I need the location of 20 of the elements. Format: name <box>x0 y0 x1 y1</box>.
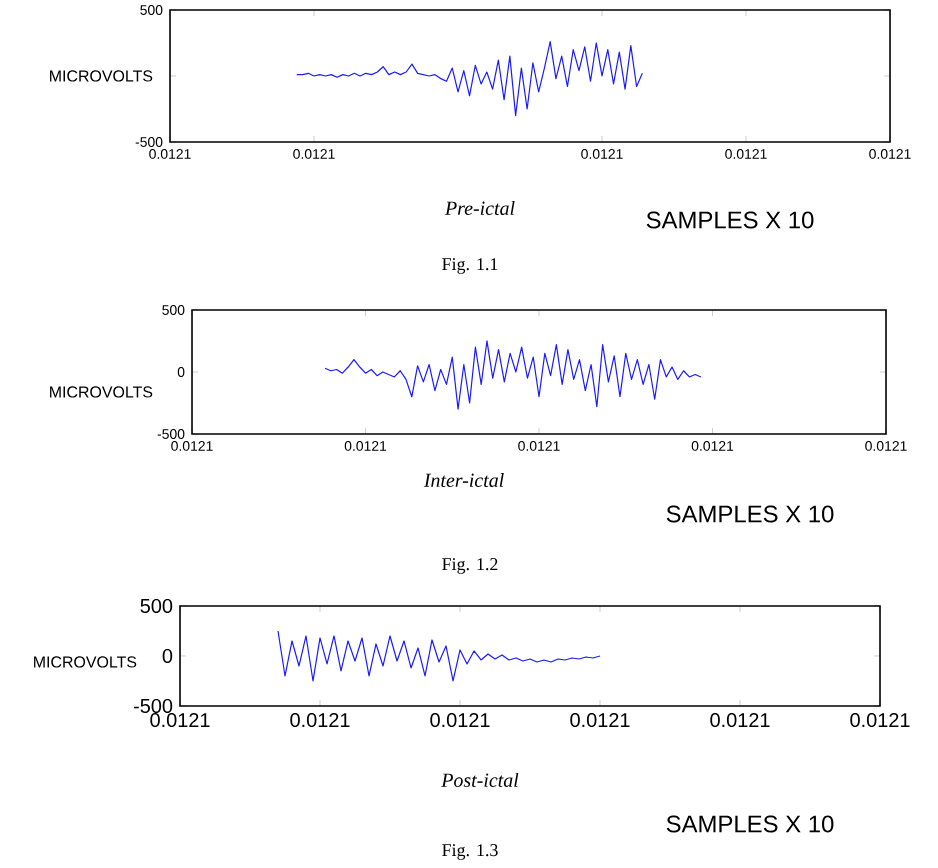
caption: Fig. 1.3 <box>442 844 498 860</box>
caption: Fig. 1.2 <box>442 558 498 574</box>
text: SAMPLES X 10 <box>646 211 814 229</box>
y-tick-label: 0 <box>162 648 173 664</box>
text: SAMPLES X 10 <box>666 815 834 833</box>
text: SAMPLES X 10 <box>666 505 834 523</box>
x-tick-label: 0.0121 <box>710 713 770 728</box>
x-tick-label: 0.0121 <box>430 713 490 728</box>
y-tick-label: -500 <box>133 698 173 714</box>
x-tick-label: 0.0121 <box>150 713 210 728</box>
x-axis-title: Pre-ictal <box>444 200 515 216</box>
x-axis-title: Inter-ictal <box>423 472 504 487</box>
y-tick-label: 500 <box>140 598 173 614</box>
caption: Fig. 1.1 <box>442 258 498 274</box>
x-axis-title: Post-ictal <box>441 772 519 787</box>
line-series <box>324 340 702 410</box>
line-series <box>277 630 601 682</box>
x-tick-label: 0.0121 <box>290 713 350 728</box>
x-tick-label: 0.0121 <box>850 713 910 728</box>
x-tick-label: 0.0121 <box>570 713 630 728</box>
